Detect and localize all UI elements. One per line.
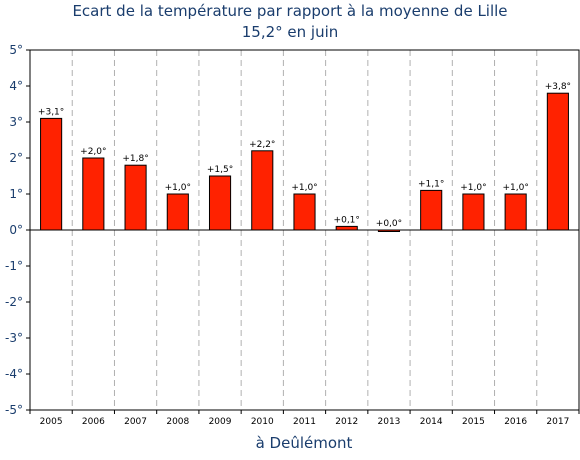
- data-label-2008: +1,0°: [165, 183, 191, 193]
- bar-2012: [335, 225, 358, 231]
- y-tick-label: -5°: [5, 403, 23, 417]
- bar-2016: [504, 193, 527, 231]
- data-label-2007: +1,8°: [122, 154, 148, 164]
- data-label-2013: +0,0°: [376, 219, 402, 229]
- x-tick-label: 2016: [504, 417, 527, 427]
- bar-2015: [462, 193, 485, 231]
- x-tick-label: 2007: [124, 417, 147, 427]
- data-label-2015: +1,0°: [460, 183, 486, 193]
- data-labels: +3,1° +2,0° +1,8° +1,0° +1,5° +2,2° +1,0° +0,1°…: [38, 82, 571, 229]
- y-tick-label: 3°: [9, 115, 23, 129]
- data-label-2017: +3,8°: [545, 82, 571, 92]
- chart-title: Ecart de la température par rapport à la…: [72, 2, 507, 20]
- x-tick-label: 2015: [462, 417, 485, 427]
- data-label-2010: +2,2°: [249, 140, 275, 150]
- bar-2009: [208, 175, 232, 231]
- x-tick-label: 2014: [420, 417, 443, 427]
- x-axis-label: à Deûlémont: [256, 434, 353, 452]
- chart-subtitle: 15,2° en juin: [242, 23, 339, 41]
- data-label-2014: +1,1°: [418, 179, 444, 189]
- y-tick-label: -4°: [5, 367, 23, 381]
- y-tick-label: 1°: [9, 187, 23, 201]
- bar-2010: [251, 150, 274, 231]
- y-tick-label: 0°: [9, 223, 23, 237]
- data-label-2006: +2,0°: [80, 147, 106, 157]
- x-tick-label: 2013: [378, 417, 401, 427]
- data-label-2016: +1,0°: [502, 183, 528, 193]
- x-tick-label: 2010: [251, 417, 274, 427]
- data-label-2012: +0,1°: [334, 215, 360, 225]
- x-tick-label: 2005: [40, 417, 63, 427]
- y-axis-ticks: 5° 4° 3° 2° 1° 0° -1° -2° -3° -4° -5°: [5, 43, 30, 417]
- bar-2011: [293, 193, 316, 231]
- y-tick-label: -3°: [5, 331, 23, 345]
- y-tick-label: -2°: [5, 295, 23, 309]
- data-label-2011: +1,0°: [291, 183, 317, 193]
- bar-2017: [546, 92, 569, 231]
- bar-2005: [40, 117, 63, 231]
- x-tick-label: 2006: [82, 417, 105, 427]
- x-tick-label: 2011: [293, 417, 316, 427]
- x-tick-label: 2012: [335, 417, 358, 427]
- y-tick-label: -1°: [5, 259, 23, 273]
- bar-2006: [82, 157, 105, 231]
- bars: [40, 92, 569, 232]
- y-tick-label: 2°: [9, 151, 23, 165]
- bar-2008: [166, 193, 189, 231]
- x-tick-label: 2017: [546, 417, 569, 427]
- bar-2014: [420, 189, 443, 231]
- bar-2007: [124, 164, 147, 231]
- x-tick-label: 2009: [209, 417, 232, 427]
- y-tick-label: 5°: [9, 43, 23, 57]
- data-label-2009: +1,5°: [207, 165, 233, 175]
- x-tick-label: 2008: [166, 417, 189, 427]
- y-tick-label: 4°: [9, 79, 23, 93]
- data-label-2005: +3,1°: [38, 107, 64, 117]
- x-axis-ticks: 2005 2006 2007 2008 2009 2010 2011 2012 2013 2014…: [29, 410, 580, 427]
- plot-frame: [29, 49, 580, 411]
